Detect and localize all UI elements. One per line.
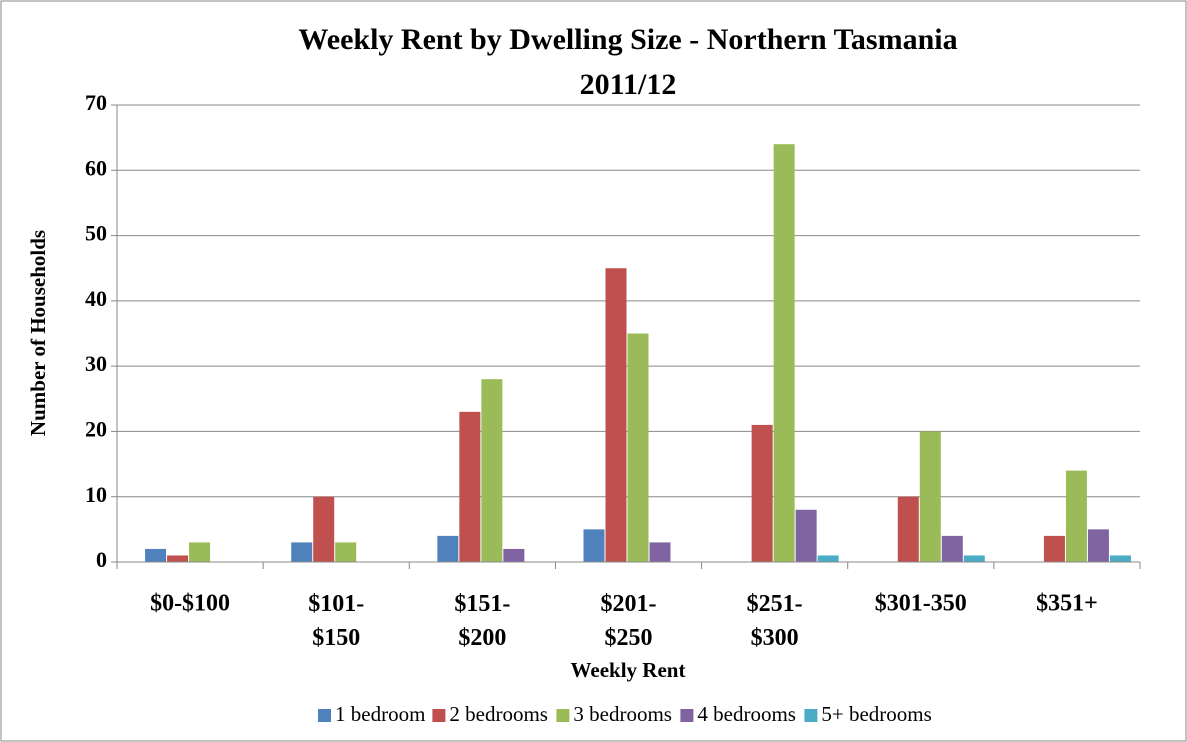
bar: [897, 496, 919, 562]
chart-subtitle: 2011/12: [580, 68, 677, 101]
legend-swatch: [804, 709, 818, 722]
bar: [189, 542, 211, 562]
bar: [817, 555, 839, 562]
x-tick-label: $301-350: [875, 591, 967, 617]
legend-label: 2 bedrooms: [449, 702, 548, 726]
y-tick-label: 20: [85, 416, 107, 441]
bar: [167, 555, 189, 562]
bar: [291, 542, 313, 562]
bar: [1109, 555, 1131, 562]
legend-swatch: [432, 709, 446, 722]
bar: [583, 529, 605, 562]
bar: [437, 535, 459, 562]
chart-title: Weekly Rent by Dwelling Size - Northern …: [298, 23, 957, 56]
legend-label: 4 bedrooms: [697, 702, 796, 726]
legend-label: 3 bedrooms: [573, 702, 672, 726]
x-tick-label: $201-$250: [601, 591, 657, 651]
x-axis-label: Weekly Rent: [571, 658, 686, 682]
y-tick-label: 60: [85, 155, 107, 180]
y-tick-label: 70: [85, 90, 107, 115]
bar: [751, 424, 773, 562]
bar: [459, 411, 481, 562]
bar: [313, 496, 335, 562]
bar: [481, 379, 503, 562]
y-tick-label: 30: [85, 351, 107, 376]
bar: [1043, 535, 1065, 562]
x-tick-label: $151-$200: [454, 591, 510, 651]
y-tick-label: 10: [85, 482, 107, 507]
legend-label: 5+ bedrooms: [821, 702, 931, 726]
bar: [605, 268, 627, 562]
bar: [503, 548, 525, 562]
bar: [773, 144, 795, 562]
y-tick-label: 40: [85, 286, 107, 311]
legend-label: 1 bedroom: [335, 702, 425, 726]
bar: [145, 548, 167, 562]
bar: [963, 555, 985, 562]
bar: [335, 542, 357, 562]
bar: [649, 542, 671, 562]
y-tick-label: 50: [85, 221, 107, 246]
legend-swatch: [318, 709, 331, 722]
y-axis-label: Number of Households: [26, 230, 50, 436]
legend-swatch: [680, 709, 694, 722]
x-tick-label: $0-$100: [150, 591, 230, 617]
x-tick-label: $351+: [1036, 591, 1098, 617]
bar: [941, 535, 963, 562]
x-tick-label: $101-$150: [308, 591, 364, 651]
x-tick-label: $251-$300: [747, 591, 803, 651]
bar: [1065, 470, 1087, 562]
legend-swatch: [556, 709, 570, 722]
bar: [627, 333, 649, 562]
bar: [795, 509, 817, 562]
bar: [919, 431, 941, 562]
y-tick-label: 0: [96, 547, 107, 572]
bar: [1087, 529, 1109, 562]
